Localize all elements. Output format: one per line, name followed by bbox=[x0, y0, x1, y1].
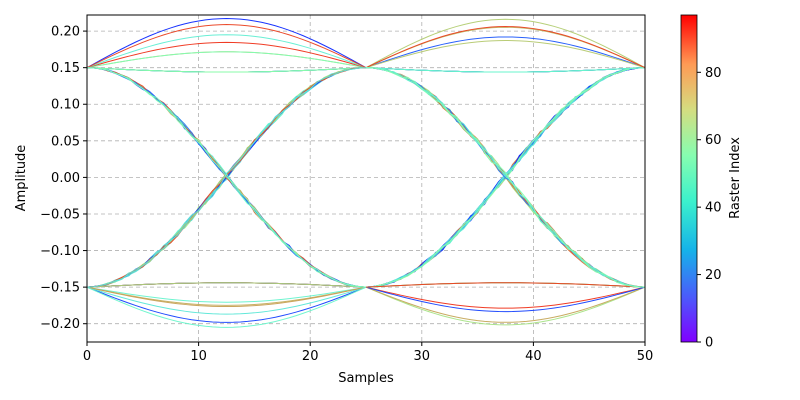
y-tick-label: 0.15 bbox=[51, 61, 80, 76]
eye-trace bbox=[87, 286, 367, 306]
colorbar-tick-label: 0 bbox=[705, 336, 713, 351]
eye-trace bbox=[87, 286, 367, 328]
x-tick-label: 40 bbox=[525, 349, 542, 364]
y-tick-label: 0.00 bbox=[51, 171, 80, 186]
eye-trace bbox=[87, 282, 367, 288]
eye-trace bbox=[87, 67, 367, 288]
colorbar-tick-label: 80 bbox=[705, 66, 722, 81]
eye-trace bbox=[365, 286, 645, 313]
y-tick-label: −0.15 bbox=[40, 281, 80, 296]
y-tick-label: 0.20 bbox=[51, 25, 80, 40]
y-axis-ticks: −0.20 −0.15 −0.10 −0.05 0.00 0.05 0.10 0.15 0.20 bbox=[40, 25, 87, 332]
colorbar-ticks: 0 20 40 60 80 bbox=[697, 66, 722, 351]
y-tick-label: −0.10 bbox=[40, 244, 80, 259]
eye-trace bbox=[365, 18, 645, 69]
y-tick-label: −0.20 bbox=[40, 317, 80, 332]
colorbar-label: Raster Index bbox=[728, 137, 743, 219]
plot-frame bbox=[86, 14, 646, 343]
eye-trace bbox=[87, 18, 367, 69]
y-tick-label: 0.05 bbox=[51, 134, 80, 149]
eye-trace bbox=[87, 286, 367, 315]
eye-trace bbox=[365, 286, 645, 326]
eye-trace bbox=[365, 40, 645, 69]
x-tick-label: 20 bbox=[302, 349, 319, 364]
y-tick-label: −0.05 bbox=[40, 207, 80, 222]
colorbar-tick-label: 20 bbox=[705, 268, 722, 283]
eye-trace bbox=[87, 286, 367, 303]
eye-trace bbox=[365, 67, 645, 288]
eye-trace bbox=[365, 67, 645, 288]
x-axis-ticks: 0 10 20 30 40 50 bbox=[83, 342, 653, 364]
eye-trace bbox=[365, 36, 645, 69]
x-tick-label: 0 bbox=[83, 349, 91, 364]
eye-trace bbox=[87, 51, 367, 69]
colorbar-tick-label: 40 bbox=[705, 201, 722, 216]
eye-trace bbox=[365, 282, 645, 288]
eye-trace bbox=[87, 34, 367, 69]
eye-trace bbox=[87, 51, 367, 69]
eye-trace bbox=[87, 24, 367, 69]
colorbar-tick-label: 60 bbox=[705, 133, 722, 148]
x-tick-label: 30 bbox=[414, 349, 431, 364]
x-tick-label: 10 bbox=[190, 349, 207, 364]
eye-trace bbox=[87, 286, 367, 323]
eye-trace bbox=[365, 67, 645, 288]
eye-trace bbox=[365, 26, 645, 69]
eye-trace bbox=[365, 286, 645, 309]
y-axis-label: Amplitude bbox=[14, 145, 29, 212]
eye-trace bbox=[365, 67, 645, 288]
eye-trace bbox=[87, 286, 367, 308]
eye-trace bbox=[365, 26, 645, 69]
eye-trace bbox=[87, 41, 367, 69]
y-tick-label: 0.10 bbox=[51, 98, 80, 113]
eye-trace bbox=[365, 286, 645, 323]
eye-trace bbox=[87, 67, 367, 73]
grid-lines bbox=[87, 15, 645, 342]
eye-trace bbox=[365, 67, 645, 73]
colorbar bbox=[680, 14, 698, 343]
x-tick-label: 50 bbox=[637, 349, 654, 364]
eye-traces bbox=[87, 18, 645, 328]
x-axis-label: Samples bbox=[338, 371, 394, 386]
